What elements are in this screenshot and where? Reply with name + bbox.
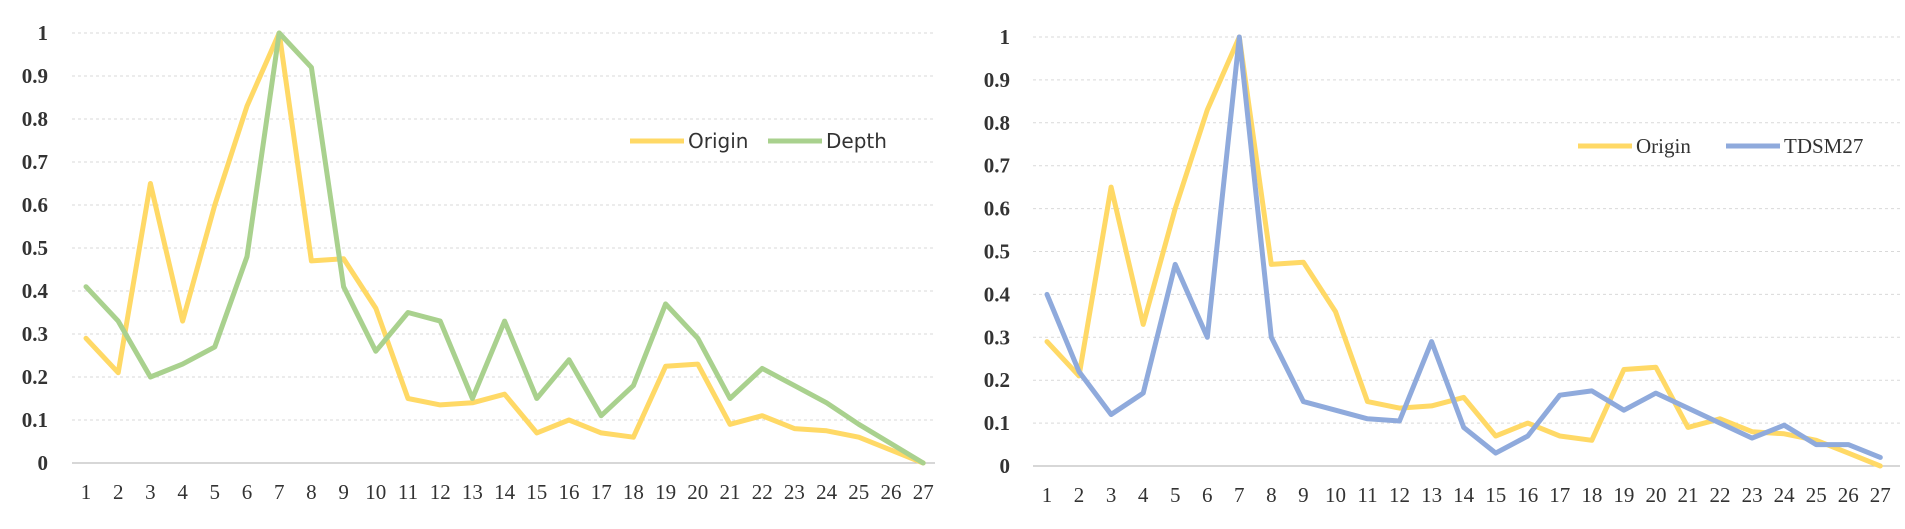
x-tick-label: 3 <box>145 480 156 504</box>
x-tick-label: 10 <box>365 480 386 504</box>
x-tick-label: 20 <box>687 480 708 504</box>
y-tick-label: 0.4 <box>984 282 1011 306</box>
x-tick-label: 23 <box>1742 483 1763 507</box>
y-tick-label: 0.9 <box>984 68 1010 92</box>
legend: Origin Depth <box>630 129 887 153</box>
series-line-depth <box>83 30 926 466</box>
chart-2: 00.10.20.30.40.50.60.70.80.911 2 3 4 5 6 7 8 9 10… <box>984 25 1900 507</box>
x-tick-label: 8 <box>306 480 317 504</box>
series-line-origin <box>83 30 926 466</box>
x-tick-label: 16 <box>1517 483 1538 507</box>
x-tick-label: 21 <box>720 480 741 504</box>
x-tick-label: 26 <box>881 480 902 504</box>
x-tick-label: 9 <box>338 480 349 504</box>
x-tick-label: 4 <box>177 480 188 504</box>
x-tick-label: 12 <box>430 480 451 504</box>
x-tick-label: 19 <box>655 480 676 504</box>
x-tick-label: 26 <box>1838 483 1859 507</box>
x-tick-label: 16 <box>559 480 580 504</box>
y-tick-label: 0 <box>38 451 49 475</box>
x-tick-label: 6 <box>242 480 253 504</box>
x-tick-label: 8 <box>1266 483 1277 507</box>
x-tick-label: 25 <box>848 480 869 504</box>
x-tick-label: 21 <box>1678 483 1699 507</box>
x-tick-label: 4 <box>1138 483 1149 507</box>
x-tick-label: 27 <box>1870 483 1891 507</box>
x-tick-label: 10 <box>1325 483 1346 507</box>
legend-label-depth: Depth <box>826 129 887 153</box>
x-tick-label: 15 <box>526 480 547 504</box>
y-tick-label: 0.7 <box>984 154 1010 178</box>
x-tick-label: 11 <box>398 480 418 504</box>
x-tick-label: 11 <box>1357 483 1377 507</box>
y-tick-label: 0.8 <box>984 111 1010 135</box>
x-tick-label: 5 <box>1170 483 1181 507</box>
series-line-origin <box>1044 34 1883 469</box>
x-tick-label: 2 <box>113 480 124 504</box>
x-tick-label: 24 <box>816 480 838 504</box>
x-tick-label: 5 <box>210 480 221 504</box>
x-tick-label: 7 <box>274 480 285 504</box>
chart-1: 00.10.20.30.40.50.60.70.80.911 2 3 4 5 6 7 8 9 10… <box>22 21 935 504</box>
x-tick-label: 23 <box>784 480 805 504</box>
x-tick-label: 6 <box>1202 483 1213 507</box>
x-tick-label: 15 <box>1485 483 1506 507</box>
y-tick-label: 0.1 <box>984 411 1010 435</box>
y-tick-label: 0.5 <box>984 240 1010 264</box>
x-tick-label: 18 <box>623 480 644 504</box>
x-tick-label: 3 <box>1106 483 1117 507</box>
y-tick-label: 0.3 <box>22 322 48 346</box>
x-tick-label: 1 <box>81 480 92 504</box>
legend: Origin TDSM27 <box>1578 134 1863 158</box>
y-tick-label: 0.6 <box>22 193 48 217</box>
x-tick-label: 17 <box>591 480 612 504</box>
y-tick-label: 0.2 <box>22 365 48 389</box>
x-tick-label: 2 <box>1074 483 1085 507</box>
y-tick-label: 0.9 <box>22 64 48 88</box>
y-tick-label: 0.6 <box>984 197 1010 221</box>
x-tick-label: 7 <box>1234 483 1245 507</box>
x-tick-label: 17 <box>1549 483 1570 507</box>
x-tick-label: 9 <box>1298 483 1309 507</box>
y-tick-label: 0.3 <box>984 325 1010 349</box>
x-tick-label: 22 <box>752 480 773 504</box>
x-tick-label: 14 <box>1453 483 1475 507</box>
x-tick-label: 25 <box>1806 483 1827 507</box>
x-tick-label: 18 <box>1581 483 1602 507</box>
y-tick-label: 0.7 <box>22 150 48 174</box>
y-tick-label: 0.1 <box>22 408 48 432</box>
y-tick-label: 1 <box>38 21 49 45</box>
x-tick-label: 13 <box>1421 483 1442 507</box>
y-tick-label: 1 <box>1000 25 1011 49</box>
x-tick-label: 24 <box>1774 483 1796 507</box>
y-tick-label: 0 <box>1000 454 1011 478</box>
y-tick-label: 0.2 <box>984 368 1010 392</box>
x-tick-label: 27 <box>913 480 934 504</box>
legend-label-origin: Origin <box>1636 134 1691 158</box>
y-tick-label: 0.4 <box>22 279 49 303</box>
x-tick-label: 14 <box>494 480 516 504</box>
legend-label-origin: Origin <box>688 129 748 153</box>
x-tick-label: 12 <box>1389 483 1410 507</box>
x-tick-label: 1 <box>1042 483 1053 507</box>
x-tick-label: 20 <box>1645 483 1666 507</box>
series-line-tdsm27 <box>1044 34 1883 460</box>
y-tick-label: 0.5 <box>22 236 48 260</box>
x-tick-label: 19 <box>1613 483 1634 507</box>
legend-label-tdsm27: TDSM27 <box>1784 134 1863 158</box>
x-tick-label: 22 <box>1710 483 1731 507</box>
y-tick-label: 0.8 <box>22 107 48 131</box>
x-tick-label: 13 <box>462 480 483 504</box>
